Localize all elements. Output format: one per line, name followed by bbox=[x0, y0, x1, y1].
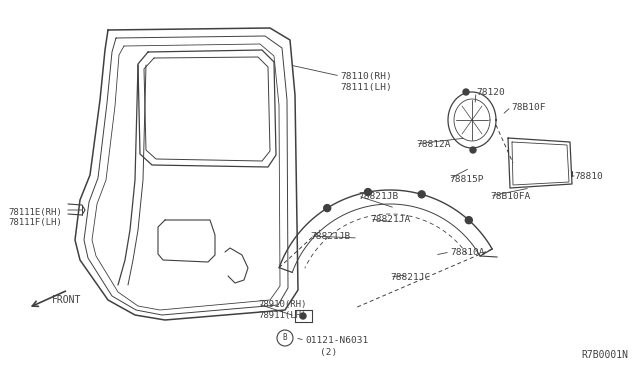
Text: 78911(LH): 78911(LH) bbox=[258, 311, 307, 320]
Text: 78810A: 78810A bbox=[450, 248, 484, 257]
Text: 78B10FA: 78B10FA bbox=[490, 192, 531, 201]
Text: 78815P: 78815P bbox=[449, 175, 483, 184]
Text: 78111(LH): 78111(LH) bbox=[340, 83, 392, 92]
Circle shape bbox=[465, 217, 472, 224]
Circle shape bbox=[324, 205, 331, 212]
Text: 78B10F: 78B10F bbox=[511, 103, 545, 112]
Text: R7B0001N: R7B0001N bbox=[581, 350, 628, 360]
Text: 78910(RH): 78910(RH) bbox=[258, 300, 307, 309]
Circle shape bbox=[463, 89, 469, 95]
Text: 78120: 78120 bbox=[476, 88, 505, 97]
Text: 78111E(RH): 78111E(RH) bbox=[8, 208, 61, 217]
Circle shape bbox=[300, 313, 306, 319]
Text: 78821JC: 78821JC bbox=[390, 273, 430, 282]
Text: 78810: 78810 bbox=[574, 172, 603, 181]
Text: 78110(RH): 78110(RH) bbox=[340, 72, 392, 81]
Text: B: B bbox=[283, 334, 287, 343]
Text: 78111F(LH): 78111F(LH) bbox=[8, 218, 61, 227]
Circle shape bbox=[364, 189, 371, 196]
Text: 78821JB: 78821JB bbox=[310, 232, 350, 241]
Text: 01121-N6031: 01121-N6031 bbox=[305, 336, 368, 345]
Text: 78821JA: 78821JA bbox=[370, 215, 410, 224]
Text: FRONT: FRONT bbox=[52, 295, 81, 305]
Circle shape bbox=[470, 147, 476, 153]
Text: 78812A: 78812A bbox=[416, 140, 451, 149]
Text: (2): (2) bbox=[320, 348, 337, 357]
Text: 78821JB: 78821JB bbox=[358, 192, 398, 201]
Circle shape bbox=[418, 191, 425, 198]
